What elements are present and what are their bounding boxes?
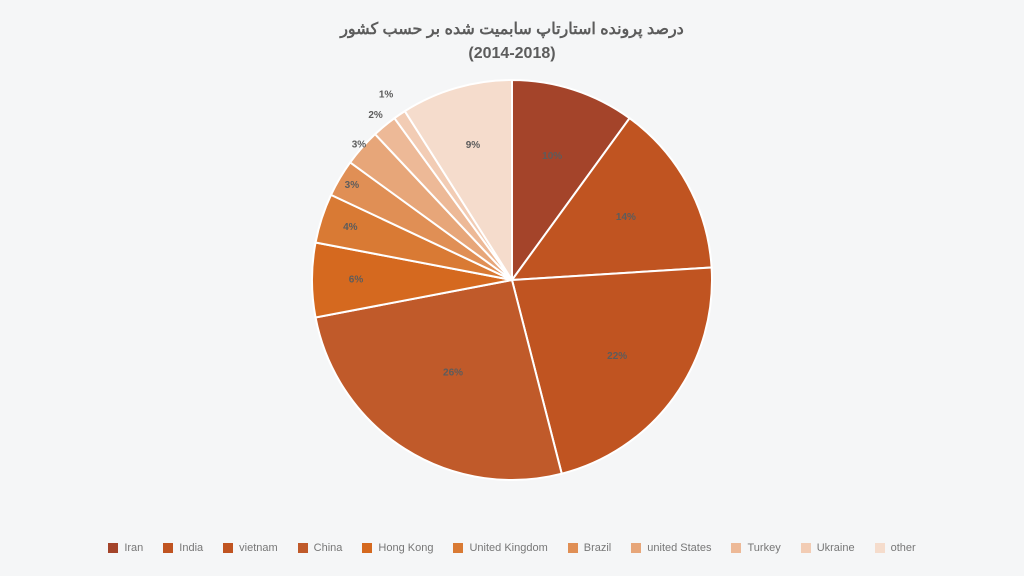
legend-label: Turkey [747, 542, 780, 554]
legend-item: Iran [108, 542, 143, 554]
legend-label: vietnam [239, 542, 278, 554]
legend-swatch [631, 543, 641, 553]
slice-label: 9% [466, 140, 481, 151]
legend-swatch [453, 543, 463, 553]
legend-swatch [362, 543, 372, 553]
legend-swatch [108, 543, 118, 553]
legend-label: India [179, 542, 203, 554]
legend-label: United Kingdom [469, 542, 547, 554]
legend-item: United Kingdom [453, 542, 547, 554]
legend-swatch [163, 543, 173, 553]
pie-svg: 10% 14% 22% 26% 6% 4% 3% 3% 2% 1% 9% [0, 60, 1024, 500]
pie-chart: 10% 14% 22% 26% 6% 4% 3% 3% 2% 1% 9% [0, 60, 1024, 500]
slice-label: 2% [368, 110, 383, 121]
legend-item: other [875, 542, 916, 554]
legend-item: vietnam [223, 542, 278, 554]
legend-item: united States [631, 542, 711, 554]
legend-swatch [801, 543, 811, 553]
legend-item: Hong Kong [362, 542, 433, 554]
legend-swatch [298, 543, 308, 553]
legend-label: other [891, 542, 916, 554]
slice-label: 26% [443, 368, 463, 379]
legend-item: China [298, 542, 343, 554]
slice-label: 1% [379, 89, 394, 100]
legend-label: China [314, 542, 343, 554]
chart-page: درصد پرونده استارتاپ سابمیت شده بر حسب ک… [0, 0, 1024, 576]
slice-label: 4% [343, 222, 358, 233]
legend-swatch [875, 543, 885, 553]
legend-swatch [223, 543, 233, 553]
legend-label: united States [647, 542, 711, 554]
slice-label: 22% [607, 351, 627, 362]
legend-item: Brazil [568, 542, 612, 554]
slice-label: 3% [345, 180, 360, 191]
legend-swatch [568, 543, 578, 553]
legend-label: Iran [124, 542, 143, 554]
legend: Iran India vietnam China Hong Kong United Kin… [0, 540, 1024, 558]
legend-swatch [731, 543, 741, 553]
title-line1: درصد پرونده استارتاپ سابمیت شده بر حسب ک… [0, 18, 1024, 42]
slice-label: 10% [542, 151, 562, 162]
legend-item: Ukraine [801, 542, 855, 554]
legend-label: Ukraine [817, 542, 855, 554]
legend-item: Turkey [731, 542, 780, 554]
slice-label: 6% [349, 275, 364, 286]
legend-label: Brazil [584, 542, 612, 554]
slice-label: 14% [616, 212, 636, 223]
legend-item: India [163, 542, 203, 554]
slice-label: 3% [352, 140, 367, 151]
legend-label: Hong Kong [378, 542, 433, 554]
chart-title: درصد پرونده استارتاپ سابمیت شده بر حسب ک… [0, 18, 1024, 66]
